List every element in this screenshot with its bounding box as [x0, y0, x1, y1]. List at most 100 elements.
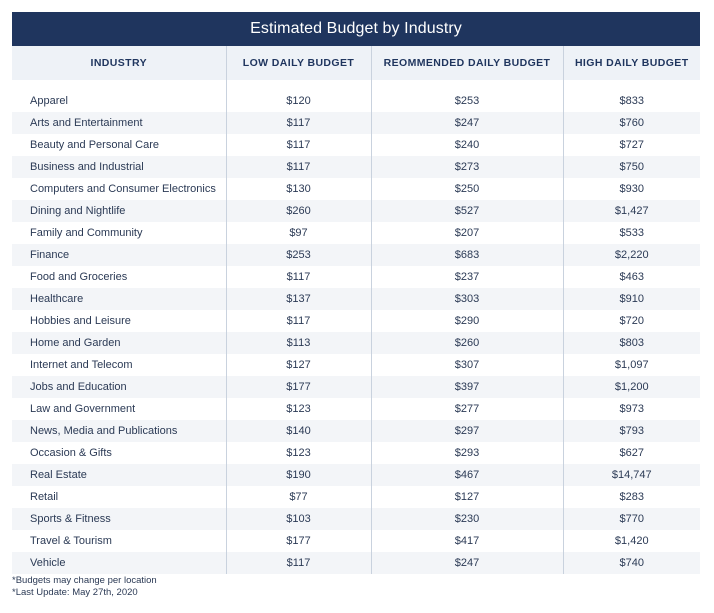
industry-cell: News, Media and Publications — [12, 420, 226, 442]
low-budget-cell: $117 — [225, 156, 371, 178]
column-header-low-daily-budget: LOW DAILY BUDGET — [225, 46, 371, 80]
recommended-budget-cell: $303 — [370, 288, 563, 310]
footnotes: *Budgets may change per location *Last U… — [12, 575, 157, 599]
budget-table: INDUSTRY LOW DAILY BUDGET REOMMENDED DAI… — [12, 46, 700, 574]
table-row: Healthcare $137 $303 $910 — [12, 288, 700, 310]
recommended-budget-cell: $307 — [370, 354, 563, 376]
high-budget-cell: $740 — [562, 552, 700, 574]
table-row: Sports & Fitness $103 $230 $770 — [12, 508, 700, 530]
low-budget-cell: $177 — [225, 530, 371, 552]
high-budget-cell: $833 — [562, 90, 700, 112]
low-budget-cell: $117 — [225, 266, 371, 288]
recommended-budget-cell: $230 — [370, 508, 563, 530]
recommended-budget-cell: $397 — [370, 376, 563, 398]
industry-cell: Computers and Consumer Electronics — [30, 183, 216, 195]
footnote-location: *Budgets may change per location — [12, 575, 157, 586]
low-budget-cell: $177 — [225, 376, 371, 398]
low-budget-cell: $117 — [225, 112, 371, 134]
high-budget-cell: $770 — [562, 508, 700, 530]
spacer-row — [12, 80, 700, 90]
recommended-budget-cell: $527 — [370, 200, 563, 222]
high-budget-cell: $1,427 — [562, 200, 700, 222]
recommended-budget-cell: $250 — [370, 178, 563, 200]
low-budget-cell: $117 — [225, 134, 371, 156]
low-budget-cell: $97 — [225, 222, 371, 244]
table-row: Computers and Consumer Electronics $130 $2… — [12, 178, 700, 200]
column-header-high-daily-budget: HIGH DAILY BUDGET — [562, 46, 700, 80]
low-budget-cell: $117 — [225, 552, 371, 574]
low-budget-cell: $103 — [225, 508, 371, 530]
header-row: INDUSTRY LOW DAILY BUDGET REOMMENDED DAI… — [12, 46, 700, 80]
column-header-recommended-daily-budget: REOMMENDED DAILY BUDGET — [370, 46, 563, 80]
high-budget-cell: $283 — [562, 486, 700, 508]
high-budget-cell: $463 — [562, 266, 700, 288]
recommended-budget-cell: $417 — [370, 530, 563, 552]
low-budget-cell: $137 — [225, 288, 371, 310]
recommended-budget-cell: $207 — [370, 222, 563, 244]
industry-cell: Arts and Entertainment — [12, 112, 226, 134]
table-row: Family and Community $97 $207 $533 — [12, 222, 700, 244]
low-budget-cell: $127 — [225, 354, 371, 376]
table-row: Dining and Nightlife $260 $527 $1,427 — [12, 200, 700, 222]
industry-cell: Dining and Nightlife — [12, 200, 226, 222]
industry-cell: Finance — [12, 244, 226, 266]
industry-cell: Occasion & Gifts — [30, 447, 112, 459]
industry-cell: Internet and Telecom — [30, 359, 133, 371]
table-row: Law and Government $123 $277 $973 — [12, 398, 700, 420]
high-budget-cell: $803 — [562, 332, 700, 354]
recommended-budget-cell: $293 — [370, 442, 563, 464]
table-row: Occasion & Gifts $123 $293 $627 — [12, 442, 700, 464]
table-row: Arts and Entertainment $117 $247 $760 — [12, 112, 700, 134]
industry-cell: Business and Industrial — [12, 156, 226, 178]
table-row: Home and Garden $113 $260 $803 — [12, 332, 700, 354]
industry-cell: Healthcare — [12, 288, 226, 310]
high-budget-cell: $2,220 — [562, 244, 700, 266]
table-row: Travel & Tourism $177 $417 $1,420 — [12, 530, 700, 552]
table-row: Vehicle $117 $247 $740 — [12, 552, 700, 574]
industry-cell: Retail — [30, 491, 59, 503]
industry-cell: Real Estate — [12, 464, 226, 486]
industry-cell: Law and Government — [30, 403, 136, 415]
industry-cell: Food and Groceries — [30, 271, 128, 283]
table-row: Jobs and Education $177 $397 $1,200 — [12, 376, 700, 398]
table-row: Apparel $120 $253 $833 — [12, 90, 700, 112]
industry-cell: Apparel — [30, 95, 68, 107]
low-budget-cell: $140 — [225, 420, 371, 442]
low-budget-cell: $120 — [225, 90, 371, 112]
column-header-industry: INDUSTRY — [12, 46, 226, 80]
low-budget-cell: $190 — [225, 464, 371, 486]
high-budget-cell: $1,420 — [562, 530, 700, 552]
recommended-budget-cell: $127 — [370, 486, 563, 508]
table-row: Internet and Telecom $127 $307 $1,097 — [12, 354, 700, 376]
budget-table-card: Estimated Budget by Industry INDUSTRY LO… — [12, 12, 700, 574]
industry-cell: Travel & Tourism — [30, 535, 112, 547]
recommended-budget-cell: $290 — [370, 310, 563, 332]
high-budget-cell: $720 — [562, 310, 700, 332]
recommended-budget-cell: $247 — [370, 112, 563, 134]
high-budget-cell: $1,097 — [562, 354, 700, 376]
low-budget-cell: $123 — [225, 398, 371, 420]
low-budget-cell: $117 — [225, 310, 371, 332]
table-row: Finance $253 $683 $2,220 — [12, 244, 700, 266]
table-row: Food and Groceries $117 $237 $463 — [12, 266, 700, 288]
high-budget-cell: $533 — [562, 222, 700, 244]
table-row: News, Media and Publications $140 $297 $793 — [12, 420, 700, 442]
table-title: Estimated Budget by Industry — [12, 12, 700, 46]
table-row: Business and Industrial $117 $273 $750 — [12, 156, 700, 178]
table-row: Hobbies and Leisure $117 $290 $720 — [12, 310, 700, 332]
low-budget-cell: $260 — [225, 200, 371, 222]
recommended-budget-cell: $467 — [370, 464, 563, 486]
recommended-budget-cell: $260 — [370, 332, 563, 354]
high-budget-cell: $750 — [562, 156, 700, 178]
table-row: Beauty and Personal Care $117 $240 $727 — [12, 134, 700, 156]
recommended-budget-cell: $253 — [370, 90, 563, 112]
low-budget-cell: $113 — [225, 332, 371, 354]
table-row: Retail $77 $127 $283 — [12, 486, 700, 508]
low-budget-cell: $123 — [225, 442, 371, 464]
footnote-last-update: *Last Update: May 27th, 2020 — [12, 587, 138, 598]
recommended-budget-cell: $277 — [370, 398, 563, 420]
recommended-budget-cell: $237 — [370, 266, 563, 288]
high-budget-cell: $14,747 — [562, 464, 700, 486]
high-budget-cell: $1,200 — [562, 376, 700, 398]
table-row: Real Estate $190 $467 $14,747 — [12, 464, 700, 486]
